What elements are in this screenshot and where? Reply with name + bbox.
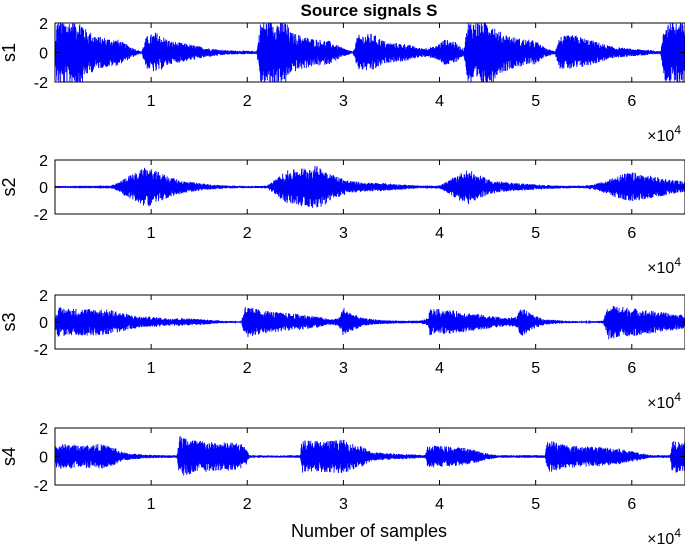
s1-xtick-label: 2: [243, 93, 252, 110]
s2-xtick-label: 2: [243, 225, 252, 242]
s1-signal-line: [55, 23, 685, 82]
s4-xtick-label: 3: [339, 496, 348, 513]
s4-ytick-label: -2: [34, 478, 48, 495]
s1-xtick-label: 5: [531, 93, 540, 110]
s3-ytick-label: 0: [39, 315, 48, 332]
s2-xtick-label: 4: [435, 225, 444, 242]
s3-x-exponent-base: ×10: [647, 395, 674, 412]
s3-x-exponent: ×104: [647, 390, 681, 412]
s1-ytick-label: 0: [39, 46, 48, 63]
s4-xtick-label: 5: [531, 496, 540, 513]
s4-ytick-label: 2: [39, 421, 48, 438]
s2-signal-line: [55, 165, 685, 208]
s1-xtick-label: 3: [339, 93, 348, 110]
s2-x-exponent: ×104: [647, 255, 681, 277]
s3-xtick-label: 5: [531, 360, 540, 377]
s1-xtick-label: 1: [147, 93, 156, 110]
s3-ytick-label: -2: [34, 342, 48, 359]
s4-xtick-label: 2: [243, 496, 252, 513]
s4-x-exponent-power: 4: [674, 526, 681, 540]
s1-ylabel: s1: [0, 43, 19, 62]
s1-xtick-label: 6: [627, 93, 636, 110]
s4-ylabel: s4: [0, 447, 19, 466]
s2-ytick-label: 0: [39, 180, 48, 197]
s3-xtick-label: 2: [243, 360, 252, 377]
s3-xtick-label: 3: [339, 360, 348, 377]
s2-ylabel: s2: [0, 177, 19, 196]
s1-ytick-label: -2: [34, 75, 48, 92]
s2-xtick-label: 6: [627, 225, 636, 242]
x-axis-label: Number of samples: [291, 521, 447, 541]
s2-xtick-label: 3: [339, 225, 348, 242]
s2-xtick-label: 1: [147, 225, 156, 242]
s2-x-exponent-base: ×10: [647, 260, 674, 277]
s2-xtick-label: 5: [531, 225, 540, 242]
s2-ytick-label: -2: [34, 207, 48, 224]
figure-title: Source signals S: [301, 1, 438, 20]
s3-ylabel: s3: [0, 312, 19, 331]
s3-xtick-label: 4: [435, 360, 444, 377]
s3-xtick-label: 1: [147, 360, 156, 377]
s3-x-exponent-power: 4: [674, 390, 681, 404]
s1-x-exponent: ×104: [647, 123, 681, 145]
s1-ytick-label: 2: [39, 16, 48, 33]
s4-x-exponent: ×104: [647, 526, 681, 544]
s4-xtick-label: 4: [435, 496, 444, 513]
s4-xtick-label: 6: [627, 496, 636, 513]
s1-x-exponent-base: ×10: [647, 128, 674, 145]
s3-xtick-label: 6: [627, 360, 636, 377]
s2-ytick-label: 2: [39, 153, 48, 170]
s4-x-exponent-base: ×10: [647, 531, 674, 544]
s3-signal-line: [55, 306, 685, 340]
s2-x-exponent-power: 4: [674, 255, 681, 269]
s4-xtick-label: 1: [147, 496, 156, 513]
s3-ytick-label: 2: [39, 288, 48, 305]
s4-signal-line: [55, 435, 685, 476]
s1-xtick-label: 4: [435, 93, 444, 110]
s4-ytick-label: 0: [39, 450, 48, 467]
s1-x-exponent-power: 4: [674, 123, 681, 137]
